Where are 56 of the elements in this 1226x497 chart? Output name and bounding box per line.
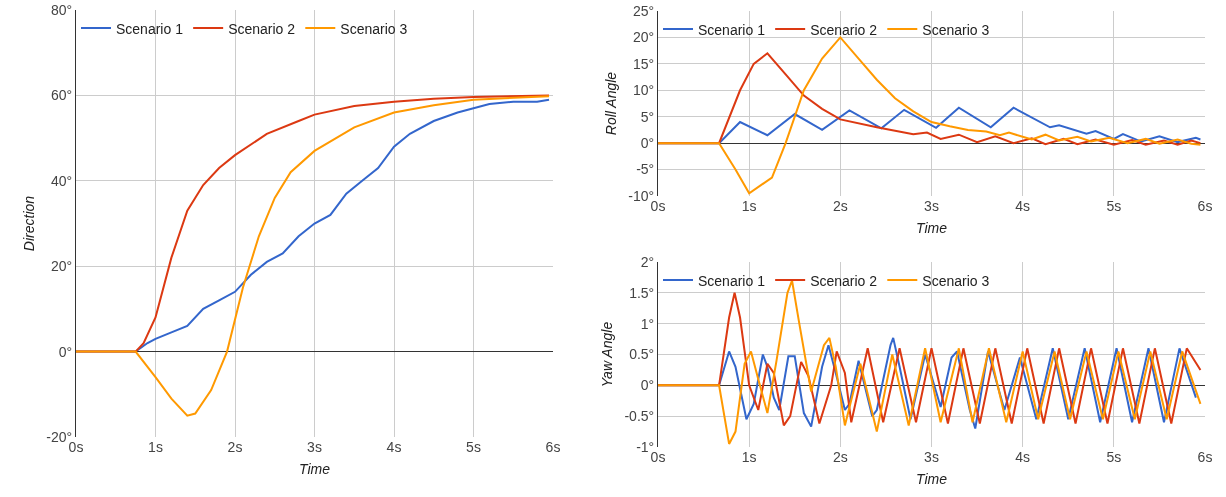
x-tick-label: 2s: [832, 198, 848, 214]
y-tick-label: 60°: [51, 87, 73, 104]
y-tick-label: 15°: [633, 55, 655, 72]
y-tick-label: 0°: [640, 377, 655, 394]
x-tick-label: 6s: [545, 439, 561, 455]
y-tick-label: 10°: [633, 82, 655, 99]
x-tick-label: 1s: [741, 449, 757, 465]
x-tick-label: 1s: [741, 198, 757, 214]
y-axis-title: Yaw Angle: [599, 321, 616, 388]
legend-label: Scenario 2: [810, 21, 878, 38]
line-series: [76, 95, 551, 417]
x-tick-label: 4s: [386, 439, 402, 455]
y-tick-label: 80°: [51, 1, 73, 18]
y-tick-label: 2°: [640, 253, 655, 270]
x-axis-title: Time: [916, 471, 948, 488]
legend-label: Scenario 1: [116, 20, 184, 37]
legend-label: Scenario 3: [922, 21, 990, 38]
y-tick-label: 0°: [58, 343, 73, 360]
x-tick-label: 0s: [68, 439, 84, 455]
x-tick-label: 5s: [1106, 449, 1122, 465]
y-tick-label: 0.5°: [629, 346, 655, 363]
legend-label: Scenario 2: [810, 272, 878, 289]
y-tick-label: 20°: [633, 29, 655, 46]
x-axis-title: Time: [299, 461, 331, 478]
legend-label: Scenario 1: [698, 272, 766, 289]
y-tick-label: -5°: [636, 161, 655, 178]
x-tick-label: 2s: [832, 449, 848, 465]
y-tick-label: 1.5°: [629, 284, 655, 301]
y-axis-title: Roll Angle: [602, 71, 619, 136]
legend-label: Scenario 2: [228, 20, 296, 37]
x-tick-label: 6s: [1197, 449, 1213, 465]
x-axis-title: Time: [916, 220, 948, 237]
x-tick-label: 3s: [924, 449, 939, 465]
y-tick-label: 25°: [633, 2, 655, 19]
x-tick-label: 3s: [924, 198, 939, 214]
x-tick-label: 4s: [1015, 449, 1031, 465]
x-tick-label: 1s: [148, 439, 163, 455]
y-tick-label: 40°: [51, 172, 73, 189]
x-tick-label: 0s: [650, 449, 666, 465]
x-tick-label: 5s: [1106, 198, 1122, 214]
legend-label: Scenario 3: [340, 20, 408, 37]
x-tick-label: 2s: [227, 439, 243, 455]
y-axis-title: Direction: [20, 195, 37, 252]
legend-label: Scenario 3: [922, 272, 990, 289]
y-tick-label: 1°: [640, 315, 655, 332]
x-tick-label: 6s: [1197, 198, 1213, 214]
line-series: [658, 36, 1202, 195]
y-tick-label: 0°: [640, 135, 655, 152]
y-tick-label: 5°: [640, 108, 655, 125]
y-tick-label: -0.5°: [624, 408, 655, 425]
y-tick-label: 20°: [51, 258, 73, 275]
legend-label: Scenario 1: [698, 21, 766, 38]
x-tick-label: 0s: [650, 198, 666, 214]
x-tick-label: 5s: [466, 439, 481, 455]
x-tick-label: 4s: [1015, 198, 1031, 214]
x-tick-label: 3s: [307, 439, 322, 455]
